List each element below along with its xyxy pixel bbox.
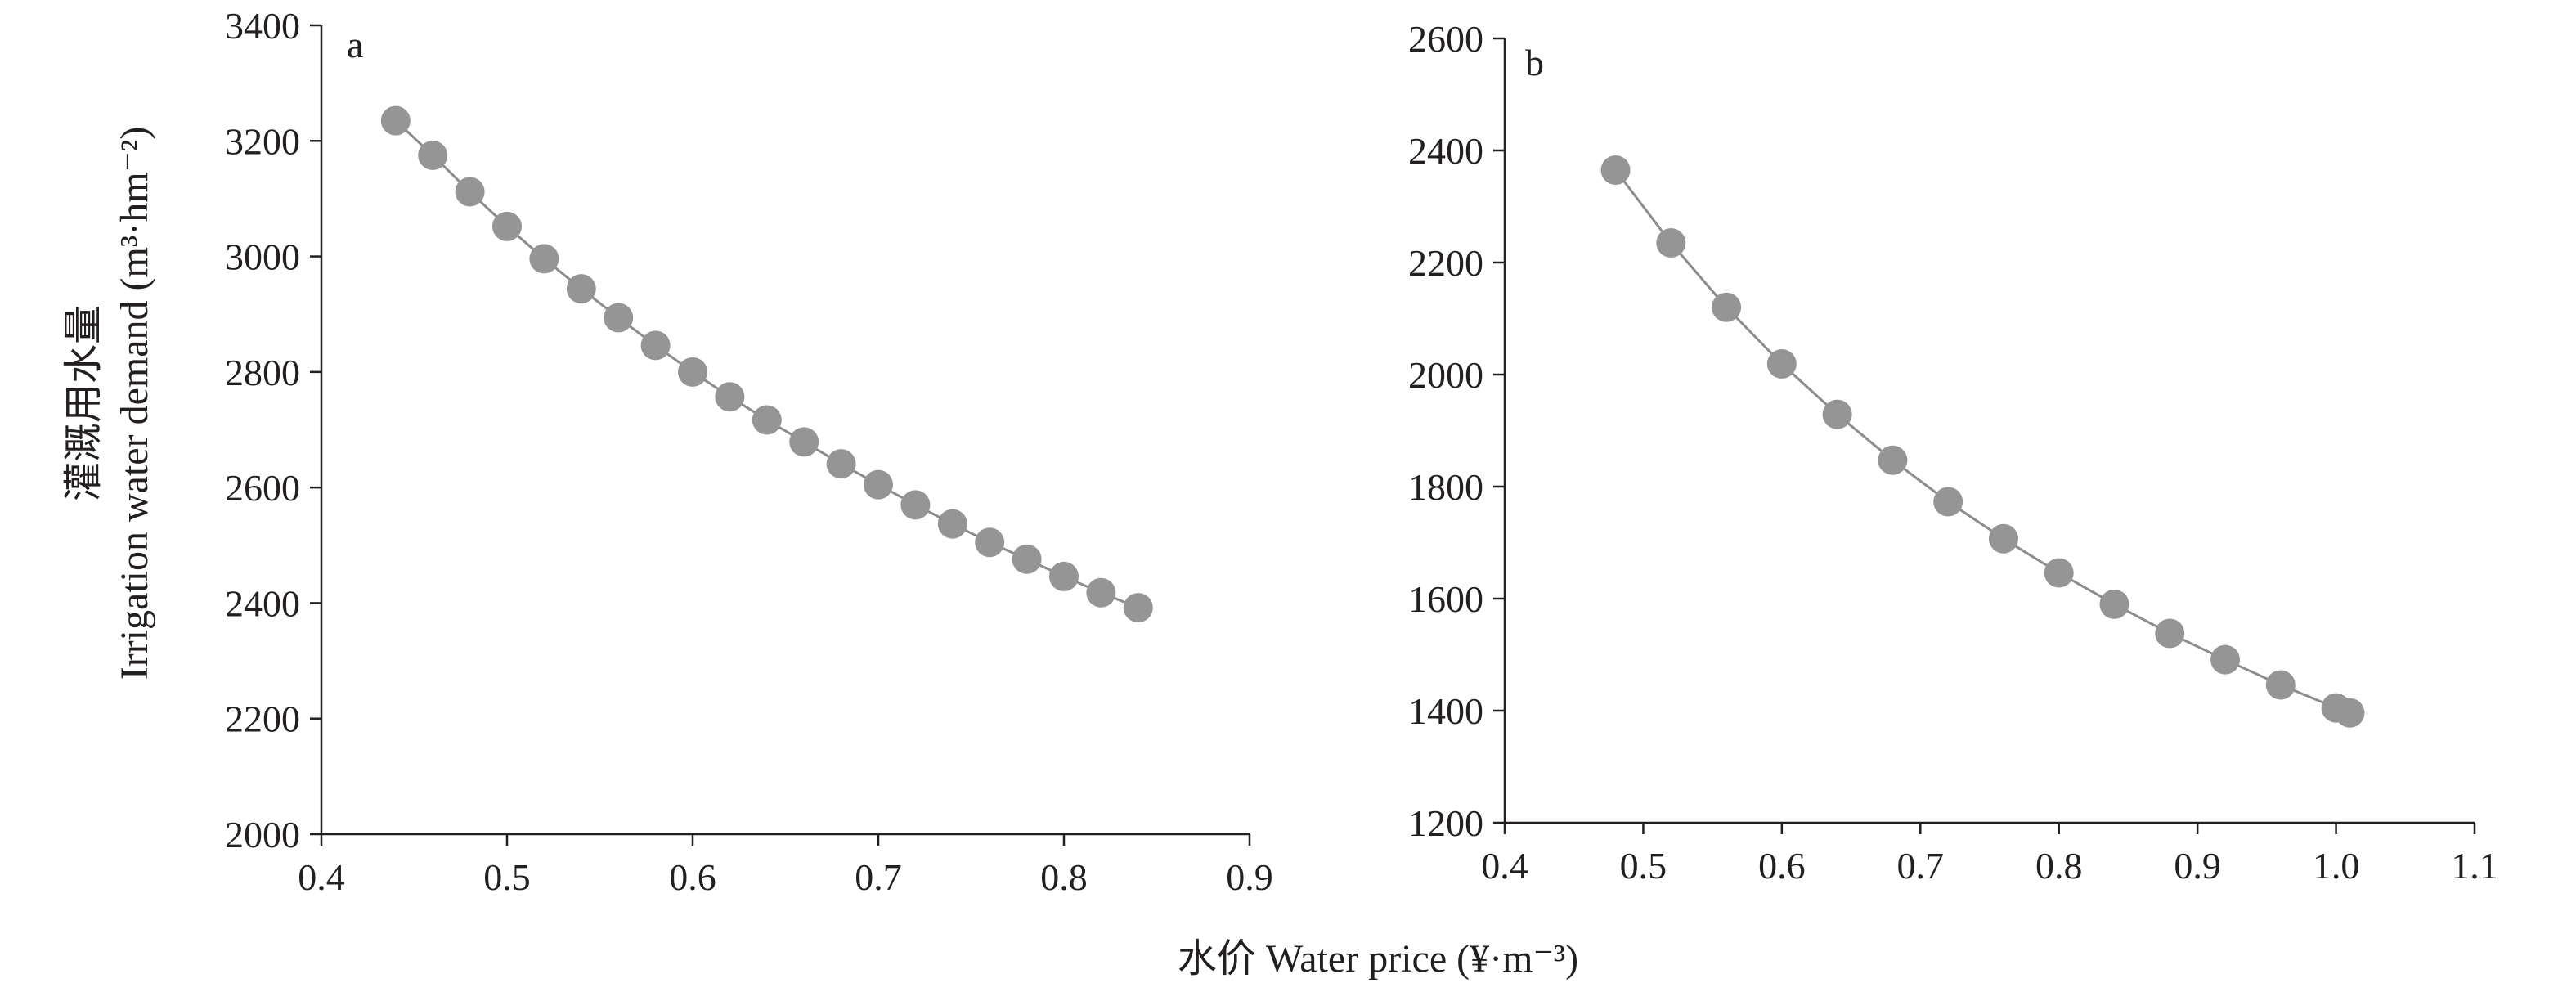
panel-a-data-point — [1012, 544, 1042, 574]
panel-b-x-tick-label: 1.0 — [2313, 845, 2360, 887]
panel-b-y-tick-label: 1600 — [1408, 578, 1483, 620]
panel-b-x-tick-label: 0.7 — [1897, 845, 1945, 887]
panel-a-data-point — [789, 427, 819, 457]
panel-b-y-tick-label: 2400 — [1408, 130, 1483, 172]
panel-a-data-point — [455, 177, 485, 207]
panel-a-data-point — [529, 244, 559, 274]
panel-b-data-point — [1600, 155, 1631, 185]
panel-a-data-point — [826, 449, 856, 479]
panel-b-data-point — [2044, 558, 2074, 588]
panel-b-y-tick-label: 2200 — [1408, 242, 1483, 284]
panel-b-data-point — [2335, 698, 2365, 728]
panel-b-x-tick-label: 0.5 — [1620, 845, 1667, 887]
panel-b-y-tick-label: 1800 — [1408, 466, 1483, 508]
panel-a-data-point — [678, 357, 707, 387]
panel-a-data-point — [1123, 593, 1153, 623]
panel-a-series-line — [394, 119, 1139, 609]
y-axis-title: 灌溉用水量 Irrigation water demand (m³·hm⁻²) — [62, 127, 156, 680]
panel-b-data-point — [1988, 523, 2018, 554]
panel-b-data-point — [1712, 292, 1742, 322]
panel-a-axes — [320, 25, 1250, 836]
panel-b-x-tick-label: 0.4 — [1481, 845, 1528, 887]
panel-a-data-point — [937, 509, 967, 539]
panel-b-x-tick-label: 0.9 — [2174, 845, 2221, 887]
panel-a-series — [380, 105, 1153, 623]
panel-a-data-point — [492, 211, 522, 241]
panel-b-label: b — [1525, 42, 1544, 83]
panel-a-y-tick-label: 2800 — [225, 352, 300, 393]
panel-b-data-point — [2099, 589, 2129, 619]
panel-b-data-point — [1822, 399, 1852, 429]
panel-a-x-tick-label: 0.4 — [298, 856, 345, 898]
panel-b-data-point — [2265, 670, 2296, 700]
panel-b-data-point — [1933, 487, 1963, 517]
panel-a-y-ticks: 2000 2200 2400 2600 2800 3000 3200 3400 — [225, 5, 321, 855]
y-axis-title-cn: 灌溉用水量 — [62, 305, 105, 501]
panel-a-data-point — [900, 490, 931, 520]
panel-a-x-tick-label: 0.5 — [483, 856, 531, 898]
panel-b: 0.4 0.5 0.6 0.7 0.8 0.9 1.0 1.1 1200 1400 1600 180… — [1408, 18, 2498, 887]
panel-a-y-tick-label: 3000 — [225, 236, 300, 278]
panel-a-data-point — [566, 274, 596, 304]
panel-a-data-point — [864, 469, 893, 500]
panel-b-y-ticks: 1200 1400 1600 1800 2000 2200 2400 2600 — [1408, 18, 1505, 844]
panel-b-y-tick-label: 2600 — [1408, 18, 1483, 60]
panel-a: 0.4 0.5 0.6 0.7 0.8 0.9 2000 2200 2400 2600 2800 3… — [225, 5, 1273, 898]
panel-a-x-tick-label: 0.8 — [1040, 856, 1088, 898]
y-axis-title-en: Irrigation water demand (m³·hm⁻²) — [113, 127, 156, 680]
panel-a-data-point — [1049, 561, 1079, 591]
panel-a-data-point — [604, 303, 634, 333]
panel-b-series-line — [1614, 169, 2351, 715]
panel-a-data-point — [640, 330, 671, 361]
panel-a-x-tick-label: 0.6 — [669, 856, 716, 898]
panel-b-data-point — [2155, 618, 2185, 649]
panel-a-y-tick-label: 3400 — [225, 5, 300, 47]
panel-b-series — [1600, 155, 2365, 728]
panel-b-x-tick-label: 1.1 — [2451, 845, 2498, 887]
panel-b-data-point — [1656, 228, 1686, 258]
panel-a-y-tick-label: 2400 — [225, 582, 300, 624]
panel-b-x-tick-label: 0.8 — [2035, 845, 2083, 887]
panel-a-x-tick-label: 0.9 — [1226, 856, 1273, 898]
panel-a-x-tick-label: 0.7 — [855, 856, 902, 898]
panel-a-label: a — [347, 24, 363, 65]
panel-a-y-tick-label: 2600 — [225, 467, 300, 509]
panel-a-data-point — [1086, 577, 1116, 608]
panel-b-x-tick-label: 0.6 — [1758, 845, 1806, 887]
panel-a-data-point — [752, 405, 782, 435]
x-axis-title: 水价 Water price (¥·m⁻³) — [1178, 937, 1578, 981]
panel-b-y-tick-label: 1200 — [1408, 802, 1483, 844]
panel-b-y-tick-label: 2000 — [1408, 354, 1483, 396]
panel-a-data-point — [975, 527, 1005, 558]
panel-a-data-point — [715, 382, 745, 412]
panel-b-data-point — [1878, 445, 1908, 475]
panel-a-y-tick-label: 3200 — [225, 120, 300, 162]
panel-a-data-point — [380, 105, 411, 136]
panel-a-data-point — [418, 140, 448, 170]
panel-a-y-tick-label: 2000 — [225, 814, 300, 855]
panel-b-data-point — [1766, 348, 1797, 379]
panel-a-y-tick-label: 2200 — [225, 698, 300, 740]
panel-b-x-ticks: 0.4 0.5 0.6 0.7 0.8 0.9 1.0 1.1 — [1481, 823, 2498, 887]
panel-a-x-ticks: 0.4 0.5 0.6 0.7 0.8 0.9 — [298, 834, 1273, 898]
panel-b-y-tick-label: 1400 — [1408, 690, 1483, 732]
panel-b-data-point — [2210, 644, 2241, 675]
panel-b-axes — [1503, 38, 2475, 824]
